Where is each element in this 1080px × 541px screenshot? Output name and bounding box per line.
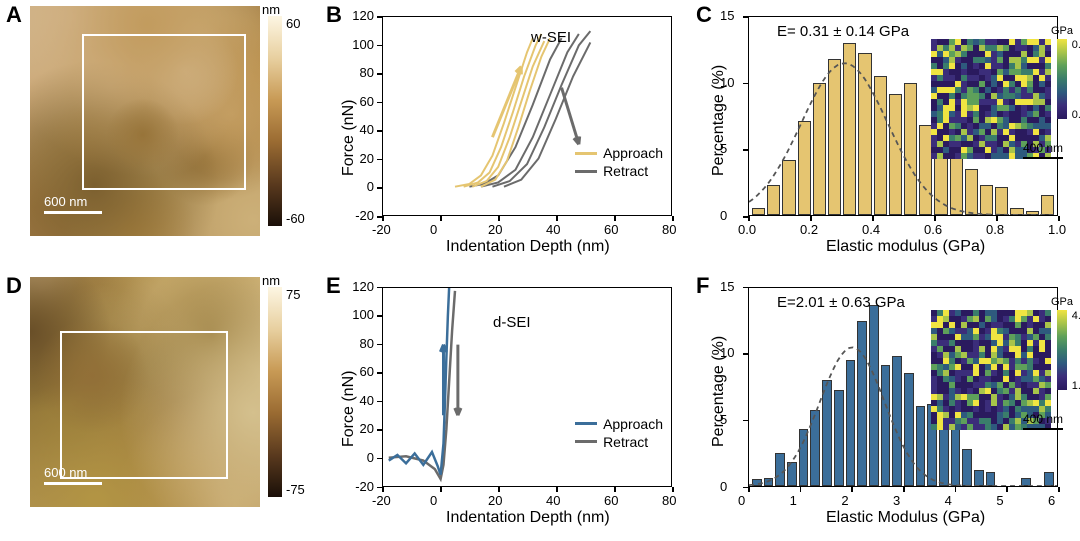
panel-F: F E=2.01 ± 0.63 GPa GPa 4.5 1.0 400 nm [690, 271, 1080, 541]
inset-scale: 400 nm [1023, 412, 1063, 430]
cbar-max: 75 [286, 287, 300, 302]
colorbar-D: nm 75 -75 [268, 287, 282, 497]
colorbar-A: nm 60 -60 [268, 16, 282, 226]
modulus-annotation: E=2.01 ± 0.63 GPa [777, 294, 905, 311]
legend-B: ApproachRetract [575, 145, 663, 181]
panel-title: w-SEI [531, 29, 571, 46]
colorbar-gradient [268, 287, 282, 497]
afm-roi-box [60, 331, 228, 479]
inset-scale-bar [1023, 157, 1063, 159]
inset-cbar-unit: GPa [1051, 296, 1073, 308]
panel-label-E: E [326, 273, 341, 299]
inset-cbar-unit: GPa [1051, 25, 1073, 37]
panel-C: C E= 0.31 ± 0.14 GPa GPa 0.8 0.2 400 nm [690, 0, 1080, 271]
inset-cbar-max: 0.8 [1072, 39, 1080, 51]
plot-area-E: d-SEI ApproachRetract [382, 287, 672, 487]
scale-bar-line [44, 211, 102, 214]
afm-image-D: 600 nm [30, 277, 260, 507]
afm-image-A: 600 nm [30, 6, 260, 236]
inset-cbar-min: 0.2 [1072, 109, 1080, 121]
inset-cbar-max: 4.5 [1072, 310, 1080, 322]
panel-E: E d-SEI ApproachRetract Force (nN) Inden… [320, 271, 690, 541]
scale-text: 600 nm [44, 465, 87, 480]
panel-title: d-SEI [493, 314, 531, 331]
xlabel: Elastic Modulus (GPa) [826, 509, 985, 527]
inset-colorbar [1057, 310, 1067, 390]
scale-bar-line [44, 482, 102, 485]
panel-B: B w-SEI ApproachRetract Force (nN) Inden… [320, 0, 690, 271]
cbar-min: -75 [286, 482, 305, 497]
scale-bar: 600 nm [44, 465, 102, 485]
plot-area-B: w-SEI ApproachRetract [382, 16, 672, 216]
xlabel: Indentation Depth (nm) [446, 509, 610, 527]
inset-scale-bar [1023, 428, 1063, 430]
curves-svg [383, 17, 671, 215]
inset-scale-text: 400 nm [1023, 141, 1063, 155]
colorbar-gradient [268, 16, 282, 226]
modulus-annotation: E= 0.31 ± 0.14 GPa [777, 23, 909, 40]
afm-roi-box [82, 34, 246, 190]
panel-label-A: A [6, 2, 22, 28]
plot-area-F: E=2.01 ± 0.63 GPa GPa 4.5 1.0 400 nm [748, 287, 1058, 487]
scale-text: 600 nm [44, 194, 87, 209]
panel-label-F: F [696, 273, 709, 299]
plot-area-C: E= 0.31 ± 0.14 GPa GPa 0.8 0.2 400 nm [748, 16, 1058, 216]
panel-label-C: C [696, 2, 712, 28]
cbar-min: -60 [286, 211, 305, 226]
inset-cbar-min: 1.0 [1072, 380, 1080, 392]
figure-grid: A 600 nm nm 60 -60 B w-SEI App [0, 0, 1080, 541]
legend-E: ApproachRetract [575, 416, 663, 452]
cbar-unit: nm [262, 2, 280, 17]
inset-C: GPa 0.8 0.2 400 nm [931, 39, 1051, 159]
panel-label-B: B [326, 2, 342, 28]
cbar-max: 60 [286, 16, 300, 31]
panel-label-D: D [6, 273, 22, 299]
inset-colorbar [1057, 39, 1067, 119]
scale-bar: 600 nm [44, 194, 102, 214]
inset-scale: 400 nm [1023, 141, 1063, 159]
cbar-unit: nm [262, 273, 280, 288]
panel-A: A 600 nm nm 60 -60 [0, 0, 320, 271]
inset-F: GPa 4.5 1.0 400 nm [931, 310, 1051, 430]
inset-scale-text: 400 nm [1023, 412, 1063, 426]
xlabel: Indentation Depth (nm) [446, 238, 610, 256]
xlabel: Elastic modulus (GPa) [826, 238, 985, 256]
panel-D: D 600 nm nm 75 -75 [0, 271, 320, 541]
